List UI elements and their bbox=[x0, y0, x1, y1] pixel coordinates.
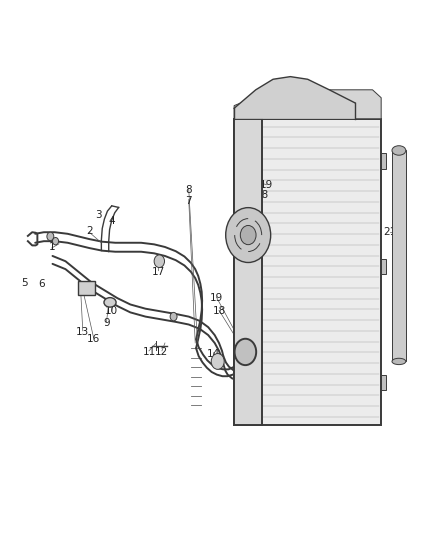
FancyBboxPatch shape bbox=[234, 119, 262, 425]
Ellipse shape bbox=[392, 146, 406, 155]
Text: 21: 21 bbox=[383, 227, 396, 237]
Text: 1: 1 bbox=[48, 242, 55, 252]
Text: 19: 19 bbox=[210, 293, 223, 303]
Circle shape bbox=[226, 208, 271, 262]
Text: 11: 11 bbox=[142, 348, 155, 358]
FancyBboxPatch shape bbox=[392, 150, 406, 361]
Text: 12: 12 bbox=[155, 348, 169, 358]
Circle shape bbox=[170, 312, 177, 321]
Text: 8: 8 bbox=[185, 185, 192, 195]
Text: 7: 7 bbox=[185, 196, 192, 206]
Text: 18: 18 bbox=[256, 190, 269, 200]
Ellipse shape bbox=[392, 358, 406, 365]
FancyBboxPatch shape bbox=[381, 375, 386, 391]
Text: 5: 5 bbox=[21, 278, 28, 288]
Text: 6: 6 bbox=[39, 279, 45, 289]
Polygon shape bbox=[234, 77, 355, 119]
Text: 4: 4 bbox=[109, 216, 115, 225]
FancyBboxPatch shape bbox=[381, 153, 386, 169]
Circle shape bbox=[53, 238, 59, 245]
Text: 16: 16 bbox=[87, 334, 100, 344]
Text: 14: 14 bbox=[207, 349, 220, 359]
Text: 10: 10 bbox=[105, 306, 118, 316]
Ellipse shape bbox=[104, 297, 116, 307]
Circle shape bbox=[154, 255, 165, 268]
FancyBboxPatch shape bbox=[234, 119, 381, 425]
Circle shape bbox=[211, 353, 224, 369]
Circle shape bbox=[235, 339, 256, 365]
Text: 18: 18 bbox=[212, 306, 226, 316]
Circle shape bbox=[240, 225, 256, 245]
Text: 9: 9 bbox=[103, 318, 110, 328]
FancyBboxPatch shape bbox=[78, 281, 95, 295]
Circle shape bbox=[47, 232, 54, 241]
Text: 19: 19 bbox=[260, 180, 273, 190]
Text: 13: 13 bbox=[76, 327, 89, 337]
Text: 24: 24 bbox=[277, 85, 290, 95]
FancyBboxPatch shape bbox=[381, 259, 386, 274]
Circle shape bbox=[239, 346, 253, 364]
Text: 17: 17 bbox=[152, 267, 165, 277]
Text: 3: 3 bbox=[95, 211, 102, 220]
Polygon shape bbox=[234, 90, 381, 119]
Text: 2: 2 bbox=[86, 226, 92, 236]
